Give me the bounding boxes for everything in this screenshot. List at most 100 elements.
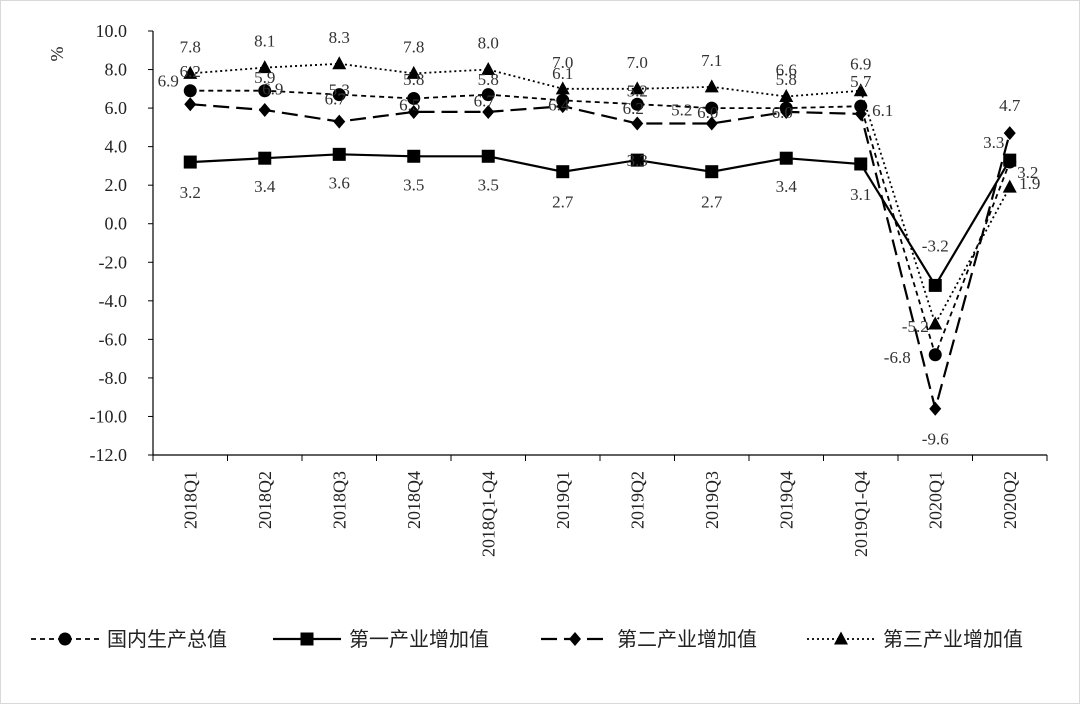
data-label: 6.7 (474, 92, 496, 111)
triangle-marker (555, 81, 570, 95)
square-marker (183, 155, 197, 169)
diamond-marker (556, 99, 569, 114)
x-tick-label: 2020Q2 (1000, 471, 1020, 529)
y-tick-label: 2.0 (105, 175, 128, 195)
legend-item: 国内生产总值 (31, 628, 227, 651)
legend-item: 第三产业增加值 (807, 628, 1023, 651)
square-marker (258, 151, 272, 165)
triangle-marker (928, 316, 943, 330)
y-tick-label: 8.0 (105, 60, 128, 80)
circle-marker (854, 99, 868, 113)
square-marker (630, 153, 644, 167)
data-label: 6.0 (772, 103, 793, 122)
data-label: 2.7 (552, 193, 574, 212)
square-marker (407, 149, 421, 163)
series-line (190, 103, 1011, 414)
legend-label: 第三产业增加值 (883, 628, 1023, 651)
series-diamond (184, 97, 1016, 416)
y-tick-label: 10.0 (96, 21, 128, 41)
data-label: 3.2 (1017, 163, 1038, 182)
square-marker (1003, 153, 1017, 167)
data-label: 5.8 (776, 70, 797, 89)
circle-marker (481, 88, 495, 102)
x-tick-label: 2019Q2 (627, 471, 647, 529)
x-tick-label: 2019Q1 (553, 471, 573, 529)
diamond-marker (1003, 126, 1016, 141)
square-marker (300, 632, 314, 646)
data-label: 3.5 (478, 175, 499, 194)
x-tick-label: 2018Q1 (180, 471, 200, 529)
diamond-marker (184, 97, 197, 112)
square-marker (779, 151, 793, 165)
triangle-marker (779, 89, 794, 103)
x-tick-label: 2019Q4 (776, 471, 796, 529)
data-label: 2.7 (701, 193, 723, 212)
series-line (190, 153, 1011, 288)
square-marker (928, 278, 942, 292)
y-tick-label: 0.0 (105, 214, 128, 234)
circle-marker (407, 91, 421, 105)
legend-label: 第一产业增加值 (349, 628, 489, 651)
diamond-marker (631, 116, 644, 131)
y-tick-label: -12.0 (90, 445, 128, 465)
circle-marker (928, 348, 942, 362)
data-label: 5.2 (627, 82, 648, 101)
x-tick-label: 2018Q3 (329, 471, 349, 529)
data-label: 7.8 (403, 37, 424, 56)
triangle-marker (406, 65, 421, 79)
diamond-marker (258, 103, 271, 118)
data-label: 3.5 (403, 175, 424, 194)
data-label: 5.3 (329, 81, 350, 100)
data-label: 5.8 (403, 70, 424, 89)
series-line (190, 62, 1011, 327)
x-tick-label: 2019Q1-Q4 (851, 471, 871, 557)
data-label: 6.9 (262, 80, 283, 99)
y-tick-label: -8.0 (99, 368, 128, 388)
circle-marker (705, 101, 719, 115)
triangle-marker (183, 65, 198, 79)
diamond-marker (569, 632, 581, 646)
square-marker (556, 165, 570, 179)
diamond-marker (929, 401, 942, 416)
legend: 国内生产总值 第一产业增加值 第二产业增加值 第三产业增加值 (31, 628, 1023, 651)
y-tick-label: -4.0 (99, 291, 128, 311)
data-label: 6.5 (399, 95, 420, 114)
axes: 10.0 8.0 6.0 4.0 2.0 0.0 -2.0 -4.0 -6.0 -8.0 -10.0… (47, 21, 1048, 557)
series-square (183, 147, 1017, 292)
data-label: 3.3 (627, 151, 648, 170)
circle-marker (258, 84, 272, 98)
data-label: 6.0 (697, 103, 718, 122)
series-circle (183, 84, 1017, 362)
data-label: 3.4 (776, 177, 798, 196)
y-tick-label: -6.0 (99, 329, 128, 349)
triangle-marker (834, 631, 848, 645)
data-label: 7.1 (701, 51, 722, 70)
y-axis-unit-label: % (47, 47, 67, 62)
triangle-marker (481, 62, 496, 76)
triangle-marker (1002, 179, 1017, 193)
diamond-marker (333, 114, 346, 129)
y-tick-label: 6.0 (105, 98, 128, 118)
x-tick-label: 2018Q4 (404, 471, 424, 529)
x-tick-label: 2019Q3 (702, 471, 722, 529)
x-tick-label: 2018Q2 (255, 471, 275, 529)
diamond-marker (705, 116, 718, 131)
legend-label: 国内生产总值 (107, 628, 227, 651)
data-labels: 6.9 6.9 6.7 6.5 6.7 6.4 6.2 6.0 6.0 6.1 -6.8 3.2 3.2… (158, 28, 1041, 449)
square-marker (854, 157, 868, 171)
circle-marker (630, 97, 644, 111)
data-label: -3.2 (922, 236, 949, 255)
data-label: 3.3 (983, 133, 1004, 152)
y-tick-label: 4.0 (105, 137, 128, 157)
data-label: 7.0 (627, 53, 648, 72)
series-layer (183, 56, 1017, 416)
data-label: 8.3 (329, 28, 350, 47)
circle-marker (332, 88, 346, 102)
data-label: 8.0 (478, 34, 499, 53)
circle-marker (183, 84, 197, 98)
data-label: 6.6 (776, 61, 797, 80)
data-label: 3.2 (180, 183, 201, 202)
data-label: 5.9 (254, 68, 275, 87)
data-label: 6.4 (548, 95, 570, 114)
